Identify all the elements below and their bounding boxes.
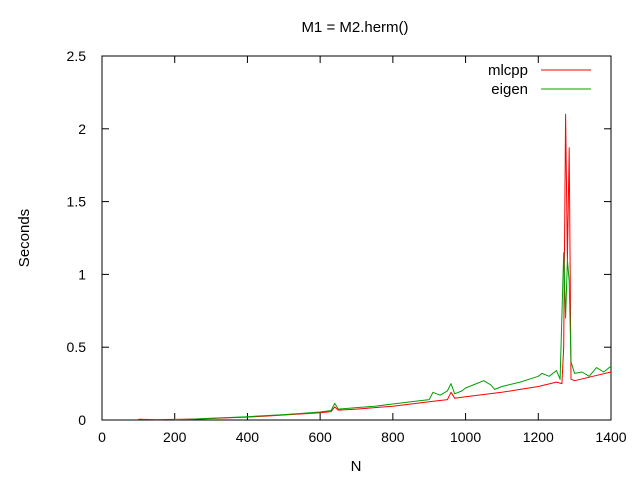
- x-tick-label: 1400: [595, 429, 626, 445]
- series-layer: [138, 113, 612, 421]
- x-tick-label: 1200: [523, 429, 554, 445]
- x-tick-label: 0: [98, 429, 106, 445]
- legend-label-eigen: eigen: [491, 81, 528, 98]
- y-tick-label: 1.5: [67, 194, 87, 210]
- x-axis: 0 200 400 600 800 1000 1200 1400: [98, 56, 627, 445]
- x-tick-label: 800: [381, 429, 405, 445]
- chart-title: M1 = M2.herm(): [301, 19, 408, 36]
- series-line-eigen: [174, 252, 612, 421]
- y-tick-label: 1: [78, 266, 86, 282]
- plot-area-border: [101, 55, 612, 421]
- legend-label-mlcpp: mlcpp: [488, 62, 528, 79]
- y-tick-label: 2: [78, 121, 86, 137]
- y-axis: 0 0.5 1 1.5 2 2.5: [67, 48, 611, 428]
- x-tick-label: 600: [308, 429, 332, 445]
- x-axis-label: N: [351, 458, 362, 475]
- x-tick-label: 200: [163, 429, 187, 445]
- legend: mlcpp eigen: [488, 62, 591, 98]
- x-tick-label: 400: [236, 429, 260, 445]
- series-line-mlcpp: [138, 113, 612, 421]
- y-axis-label: Seconds: [16, 209, 33, 267]
- y-tick-label: 0.5: [67, 339, 87, 355]
- y-tick-label: 2.5: [67, 48, 87, 64]
- y-tick-label: 0: [78, 412, 86, 428]
- x-tick-label: 1000: [450, 429, 481, 445]
